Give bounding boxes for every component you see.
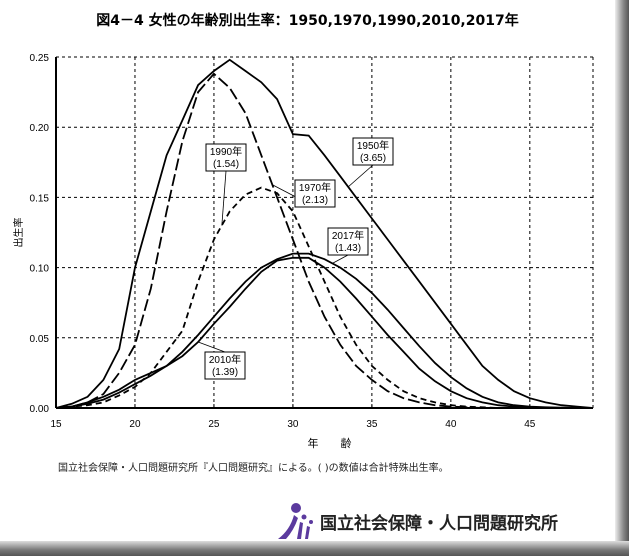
annotation-year: 1970年 [299, 181, 331, 194]
annotation-pointer [332, 254, 349, 264]
annotation-tfr: (1.43) [335, 243, 361, 254]
frame-bevel-right [615, 0, 629, 556]
y-tick-label: 0.00 [30, 404, 50, 415]
y-tick-label: 0.20 [30, 123, 50, 134]
x-axis-label: 年 齢 [308, 436, 352, 450]
logo-mark-icon [278, 503, 313, 539]
logo-text: 国立社会保障・人口問題研究所 [320, 513, 558, 534]
source-note: 国立社会保障・人口問題研究所『人口問題研究』による。( )の数値は合計特殊出生率… [58, 463, 449, 474]
annotation-year: 1950年 [357, 139, 389, 152]
institute-logo: 国立社会保障・人口問題研究所 [276, 502, 558, 540]
x-tick-label: 15 [50, 419, 62, 430]
annotation-pointer [198, 341, 226, 353]
annotation-box [205, 143, 247, 172]
annotation-pointer [347, 164, 374, 188]
y-axis-label: 出生率 [12, 218, 25, 248]
annotation-tfr: (1.39) [212, 367, 238, 378]
chart-title: 図4－4 女性の年齢別出生率：1950,1970,1990,2010,2017年 [96, 13, 519, 29]
annotation-box [294, 179, 336, 208]
annotation-tfr: (2.13) [302, 195, 328, 206]
annotation-tfr: (1.54) [213, 159, 239, 170]
x-tick-label: 45 [524, 419, 536, 430]
series-line-1950 [55, 58, 594, 409]
series-line-1990 [55, 186, 593, 409]
series-line-2010 [55, 256, 593, 409]
y-tick-label: 0.10 [30, 264, 50, 275]
y-tick-label: 0.05 [30, 334, 50, 345]
y-tick-label: 0.15 [30, 193, 50, 204]
annotation-box [352, 137, 394, 166]
series-line-1970 [55, 72, 593, 409]
x-tick-label: 40 [445, 419, 457, 430]
annotation-pointer [221, 170, 227, 226]
y-tick-label: 0.25 [30, 53, 50, 64]
series-line-2017 [55, 252, 594, 409]
annotation-box [204, 351, 246, 380]
annotation-box [327, 227, 369, 256]
annotation-tfr: (3.65) [360, 153, 386, 164]
annotation-year: 1990年 [210, 145, 242, 158]
frame-bevel-bottom [0, 541, 629, 556]
annotation-year: 2017年 [332, 229, 364, 242]
x-tick-label: 25 [208, 419, 220, 430]
x-tick-label: 20 [129, 419, 141, 430]
x-tick-label: 30 [287, 419, 299, 430]
annotation-year: 2010年 [209, 353, 241, 366]
x-tick-label: 35 [366, 419, 378, 430]
